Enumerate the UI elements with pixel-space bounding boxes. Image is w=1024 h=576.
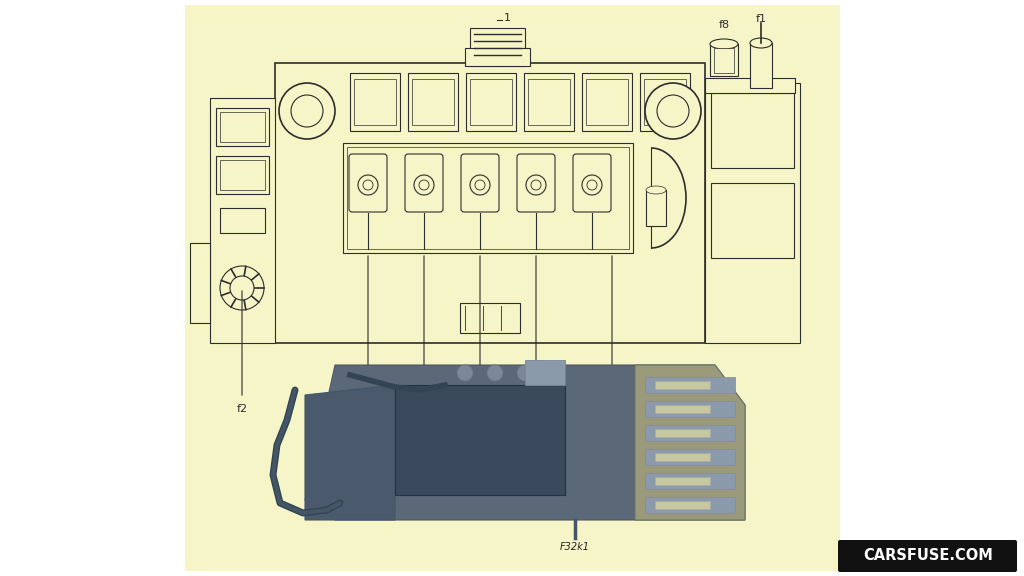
Polygon shape [305, 385, 395, 520]
Circle shape [457, 365, 473, 381]
Text: f7: f7 [606, 404, 617, 414]
Bar [210, 98, 275, 343]
Bar [220, 112, 265, 142]
Bar [750, 43, 772, 88]
Circle shape [582, 175, 602, 195]
Bar [220, 160, 265, 190]
Text: f5: f5 [474, 404, 485, 414]
Circle shape [419, 180, 429, 190]
Bar [216, 108, 269, 146]
Text: f4: f4 [419, 404, 429, 414]
Bar [275, 63, 705, 343]
Bar [645, 401, 735, 417]
Bar [714, 48, 734, 73]
Circle shape [230, 276, 254, 300]
Ellipse shape [710, 39, 738, 49]
Bar [645, 473, 735, 489]
FancyBboxPatch shape [573, 154, 611, 212]
Text: f1: f1 [756, 14, 767, 24]
Circle shape [362, 180, 373, 190]
Circle shape [487, 365, 503, 381]
Bar [185, 5, 840, 571]
Bar [710, 44, 738, 76]
Bar [711, 93, 794, 168]
Text: f3: f3 [362, 404, 374, 414]
Circle shape [587, 180, 597, 190]
Bar [220, 208, 265, 233]
Circle shape [470, 175, 490, 195]
Bar [705, 78, 795, 93]
Bar [354, 79, 396, 125]
Bar [655, 381, 710, 389]
Bar [460, 303, 520, 333]
FancyBboxPatch shape [517, 154, 555, 212]
FancyBboxPatch shape [349, 154, 387, 212]
Bar [470, 28, 525, 66]
Bar [655, 501, 710, 509]
Bar [343, 143, 633, 253]
Bar [645, 449, 735, 465]
Bar [655, 429, 710, 437]
Text: f8: f8 [719, 20, 729, 30]
Circle shape [279, 83, 335, 139]
Text: f6: f6 [530, 404, 542, 414]
FancyBboxPatch shape [461, 154, 499, 212]
Bar [655, 405, 710, 413]
Text: F32k1: F32k1 [560, 542, 590, 552]
Polygon shape [305, 365, 745, 520]
Circle shape [220, 266, 264, 310]
Bar [408, 73, 458, 131]
Bar [705, 83, 800, 343]
Circle shape [531, 180, 541, 190]
Bar [465, 48, 530, 66]
Bar [528, 79, 570, 125]
Bar [216, 156, 269, 194]
Bar [347, 147, 629, 249]
Bar [350, 73, 400, 131]
FancyBboxPatch shape [406, 154, 443, 212]
Circle shape [645, 83, 701, 139]
Bar [466, 73, 516, 131]
Circle shape [526, 175, 546, 195]
Bar [645, 497, 735, 513]
Bar [711, 183, 794, 258]
Circle shape [291, 95, 323, 127]
Bar [525, 360, 565, 385]
Bar [645, 377, 735, 393]
Bar [655, 453, 710, 461]
Text: 1: 1 [504, 13, 511, 23]
Circle shape [517, 365, 534, 381]
Bar [644, 79, 686, 125]
Bar [655, 477, 710, 485]
Bar [412, 79, 454, 125]
FancyBboxPatch shape [838, 540, 1017, 572]
Polygon shape [635, 365, 745, 520]
Bar [470, 79, 512, 125]
Bar [524, 73, 574, 131]
Text: f2: f2 [237, 404, 248, 414]
Circle shape [414, 175, 434, 195]
Text: CARSFUSE.COM: CARSFUSE.COM [863, 548, 993, 563]
Circle shape [475, 180, 485, 190]
Ellipse shape [750, 38, 772, 48]
Circle shape [358, 175, 378, 195]
Bar [395, 385, 565, 495]
Bar [190, 243, 210, 323]
Bar [582, 73, 632, 131]
Ellipse shape [646, 186, 666, 194]
Bar [645, 425, 735, 441]
Bar [646, 190, 666, 226]
Bar [586, 79, 628, 125]
Circle shape [657, 95, 689, 127]
Bar [640, 73, 690, 131]
